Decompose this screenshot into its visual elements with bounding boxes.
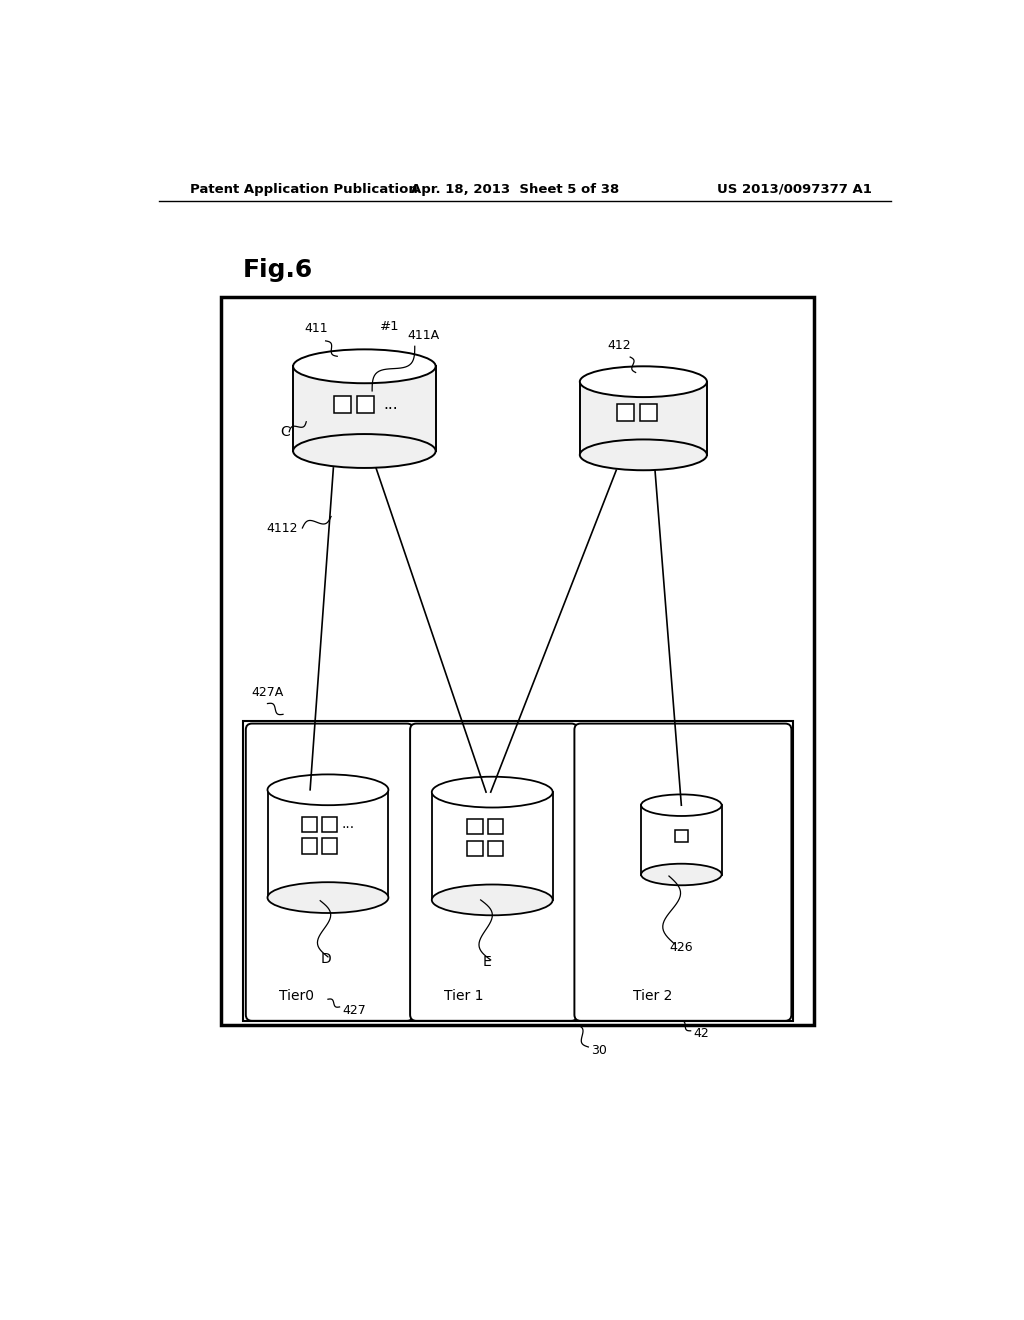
Text: ...: ... xyxy=(342,817,355,832)
Text: ...: ... xyxy=(384,397,398,412)
Ellipse shape xyxy=(641,863,722,886)
Text: 412: 412 xyxy=(607,339,631,352)
Text: 427: 427 xyxy=(343,1005,367,1018)
Text: 30: 30 xyxy=(592,1044,607,1056)
Bar xyxy=(243,721,793,1020)
Polygon shape xyxy=(293,367,435,451)
Polygon shape xyxy=(641,805,722,875)
Text: 42: 42 xyxy=(693,1027,710,1040)
Ellipse shape xyxy=(432,776,553,808)
Ellipse shape xyxy=(293,350,435,383)
Polygon shape xyxy=(432,792,553,900)
Ellipse shape xyxy=(267,775,388,805)
Bar xyxy=(322,817,337,832)
Text: Tier0: Tier0 xyxy=(280,989,314,1003)
Bar xyxy=(640,404,657,421)
FancyBboxPatch shape xyxy=(246,723,414,1020)
FancyBboxPatch shape xyxy=(574,723,792,1020)
Text: Apr. 18, 2013  Sheet 5 of 38: Apr. 18, 2013 Sheet 5 of 38 xyxy=(412,182,620,195)
Text: E: E xyxy=(483,956,492,969)
Text: C: C xyxy=(280,425,290,438)
Text: 427A: 427A xyxy=(251,686,284,700)
Text: 411: 411 xyxy=(305,322,329,335)
Bar xyxy=(302,838,317,854)
Polygon shape xyxy=(267,789,388,898)
Bar xyxy=(487,841,503,857)
FancyBboxPatch shape xyxy=(410,723,578,1020)
Bar xyxy=(487,818,503,834)
Bar xyxy=(357,396,375,413)
Text: #1: #1 xyxy=(380,321,399,333)
Text: Tier 2: Tier 2 xyxy=(633,989,673,1003)
Ellipse shape xyxy=(293,434,435,469)
Bar xyxy=(467,841,483,857)
Text: D: D xyxy=(321,952,331,966)
Ellipse shape xyxy=(432,884,553,915)
Text: Patent Application Publication: Patent Application Publication xyxy=(190,182,418,195)
Ellipse shape xyxy=(267,882,388,913)
Bar xyxy=(617,404,634,421)
Ellipse shape xyxy=(580,440,707,470)
Bar xyxy=(302,817,317,832)
Text: 411A: 411A xyxy=(407,329,439,342)
Ellipse shape xyxy=(641,795,722,816)
Bar xyxy=(675,830,687,842)
Text: Fig.6: Fig.6 xyxy=(243,257,313,282)
Text: 4112: 4112 xyxy=(266,521,297,535)
Bar xyxy=(467,818,483,834)
Text: Tier 1: Tier 1 xyxy=(444,989,483,1003)
Bar xyxy=(221,297,814,1024)
Bar xyxy=(322,838,337,854)
Polygon shape xyxy=(580,381,707,455)
Ellipse shape xyxy=(580,367,707,397)
Text: 426: 426 xyxy=(669,941,692,954)
Text: US 2013/0097377 A1: US 2013/0097377 A1 xyxy=(717,182,872,195)
Bar xyxy=(334,396,351,413)
